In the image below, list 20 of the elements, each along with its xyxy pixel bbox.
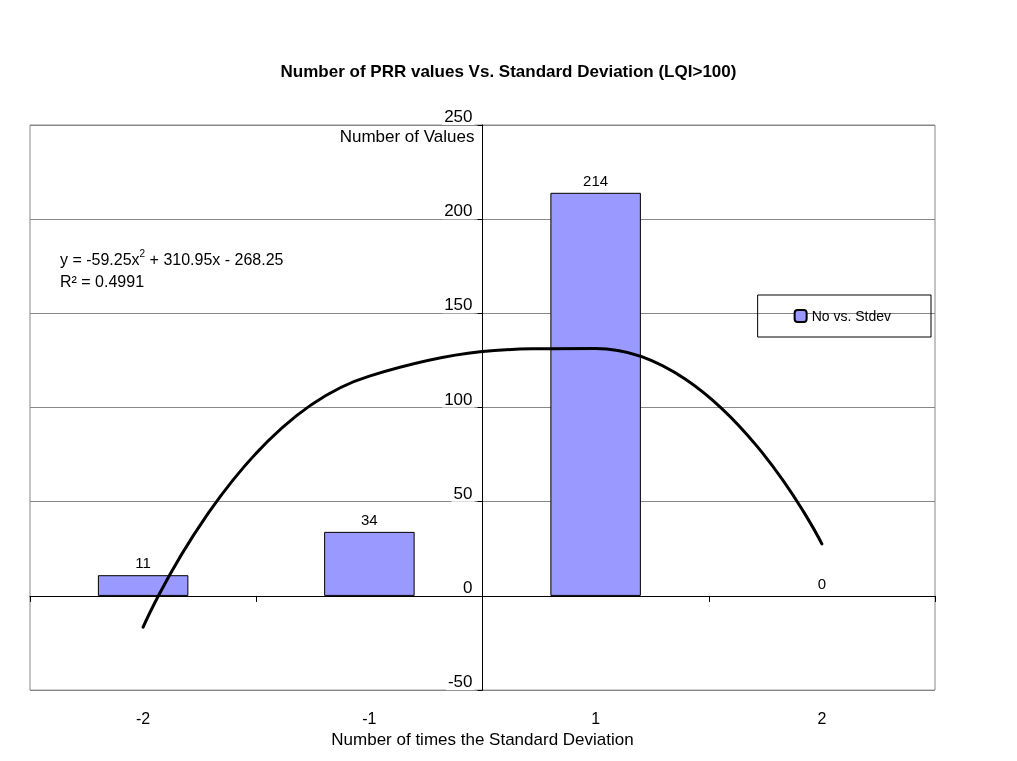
data-label: 34 (361, 510, 378, 528)
annotation: R² = 0.4991 (60, 272, 145, 290)
y-tick-label: -50 (447, 672, 473, 692)
y-tick-label: 50 (453, 483, 473, 503)
x-tick-label: -1 (362, 709, 377, 727)
y-tick-label: 0 (463, 577, 473, 597)
data-label: 0 (817, 574, 827, 592)
x-tick-label: 1 (591, 709, 601, 727)
y-tick-label: 100 (444, 389, 473, 409)
y-tick-label: 200 (444, 201, 473, 221)
chart-title: Number of PRR values Vs. Standard Deviation (LQI>100) (280, 62, 737, 81)
y-tick-label: 150 (444, 295, 473, 315)
x-axis-title: Number of times the Standard Deviation (331, 730, 634, 749)
legend-label: No vs. Stdev (811, 308, 892, 324)
data-label: 11 (135, 554, 151, 572)
y-tick-label: 250 (444, 107, 473, 126)
data-label: 214 (583, 171, 609, 189)
x-tick-label: -2 (136, 709, 151, 727)
y-axis-title: Number of Values (339, 127, 475, 146)
x-tick-label: 2 (817, 709, 827, 727)
